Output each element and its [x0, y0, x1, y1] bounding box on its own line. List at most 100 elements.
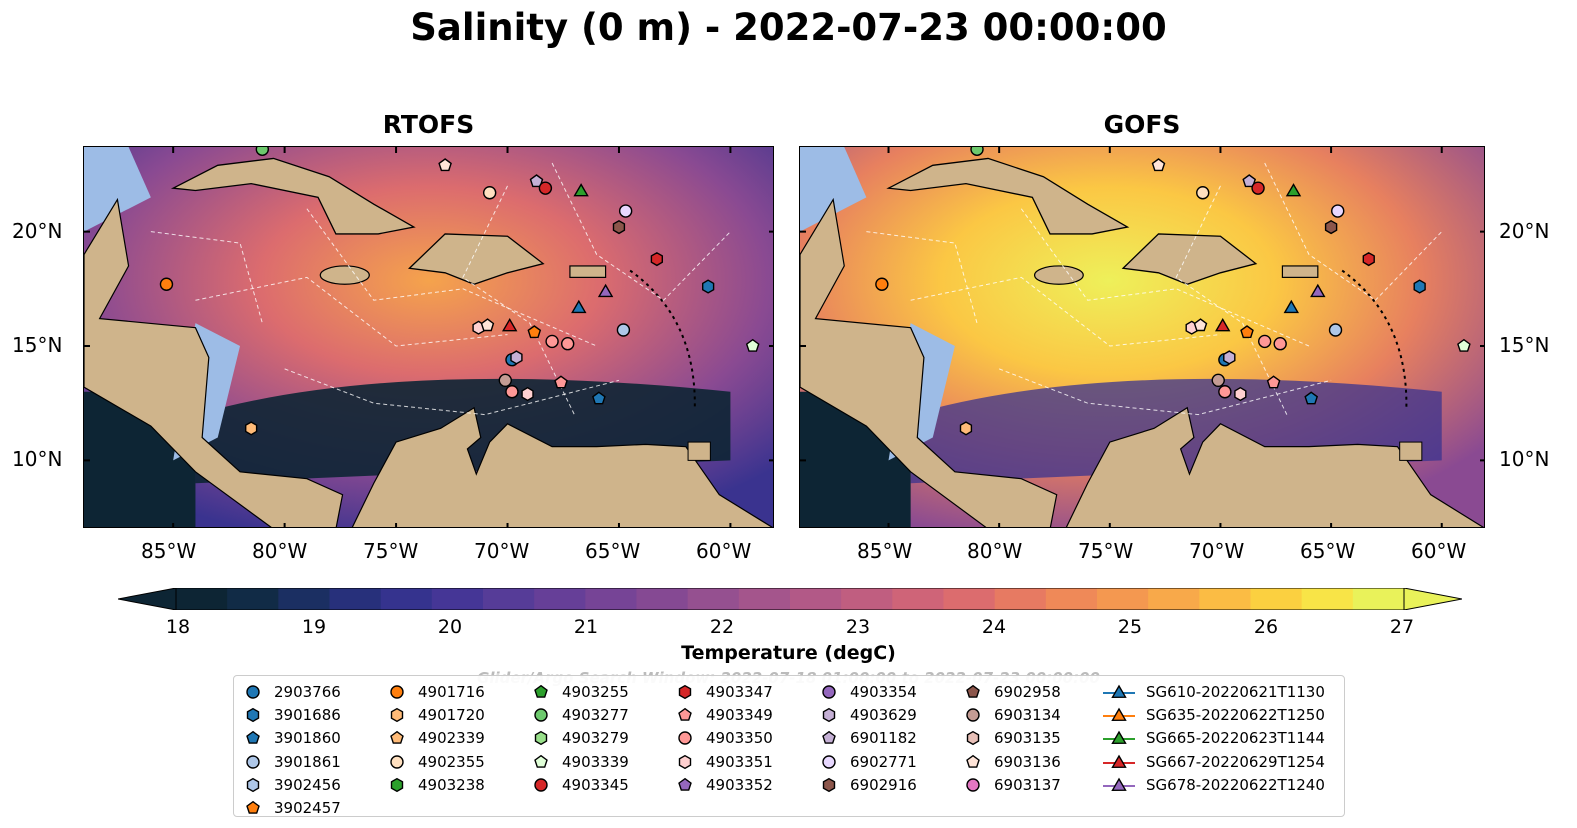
float-marker-20[interactable] [616, 323, 631, 337]
legend-marker-hexagon-icon [822, 707, 836, 723]
float-marker-14[interactable] [1214, 317, 1231, 332]
legend-item-4903629: 4903629 [818, 703, 917, 726]
float-marker-25[interactable] [505, 385, 519, 399]
float-marker-25[interactable] [1218, 385, 1232, 399]
float-marker-16[interactable] [1193, 318, 1208, 332]
legend-item-3901861: 3901861 [242, 750, 341, 773]
lon-label-70-rtofs: 70°W [474, 539, 530, 563]
float-marker-9[interactable] [612, 219, 626, 235]
float-marker-10[interactable] [650, 251, 663, 267]
float-marker-17[interactable] [1240, 325, 1254, 339]
legend-item-6903135: 6903135 [962, 727, 1061, 750]
colorbar-tick-21: 21 [573, 616, 599, 638]
gofs-map[interactable] [799, 146, 1485, 528]
float-marker-20[interactable] [1328, 323, 1343, 337]
float-marker-3[interactable] [438, 158, 452, 172]
float-marker-0[interactable] [159, 277, 174, 291]
float-marker-0[interactable] [875, 277, 889, 291]
float-marker-23[interactable] [498, 373, 512, 388]
panel-title-rtofs: RTOFS [382, 110, 475, 139]
legend-item-4901716: 4901716 [386, 680, 485, 703]
legend-marker-pentagon-icon [822, 731, 836, 745]
legend-label: 2903766 [274, 682, 341, 701]
float-marker-4[interactable] [482, 186, 497, 200]
float-marker-12[interactable] [597, 283, 614, 298]
legend-marker-circle-icon [966, 778, 980, 792]
legend-item-4902355: 4902355 [386, 750, 485, 773]
figure-title: Salinity (0 m) - 2022-07-23 00:00:00 [410, 6, 1167, 49]
legend-marker-triangle-icon [1111, 707, 1127, 721]
float-marker-11[interactable] [702, 279, 715, 294]
legend-label: 4903349 [706, 705, 773, 724]
legend-marker-pentagon-icon [534, 754, 548, 768]
float-marker-24[interactable] [1266, 375, 1281, 389]
float-marker-18[interactable] [545, 334, 559, 349]
float-marker-22[interactable] [1223, 350, 1236, 365]
legend-label: 4903279 [562, 729, 629, 748]
legend-marker-triangle-icon [1111, 754, 1127, 768]
float-marker-8[interactable] [1331, 204, 1345, 218]
float-marker-28[interactable] [1457, 338, 1471, 352]
lat-label-20-left: 20°N [12, 219, 63, 243]
float-marker-1[interactable] [255, 147, 270, 156]
legend-item-2903766: 2903766 [242, 680, 341, 703]
colorbar-label: Temperature (degC) [681, 642, 896, 664]
float-marker-13[interactable] [1283, 299, 1300, 314]
legend-marker-triangle-icon [1111, 684, 1127, 698]
float-marker-26[interactable] [1234, 386, 1247, 402]
colorbar-tick-26: 26 [1253, 616, 1279, 638]
float-marker-28[interactable] [745, 338, 760, 352]
float-marker-5[interactable] [1242, 174, 1257, 188]
legend-marker-triangle-icon [1111, 777, 1127, 791]
legend-label: SG667-20220629T1254 [1146, 752, 1325, 771]
legend-item-3902456: 3902456 [242, 773, 341, 796]
float-marker-7[interactable] [573, 183, 589, 197]
legend-item-6901182: 6901182 [818, 727, 917, 750]
float-marker-12[interactable] [1310, 283, 1326, 298]
legend-label: 4901716 [418, 682, 485, 701]
legend-marker-hexagon-icon [246, 777, 260, 792]
legend-item-4903351: 4903351 [674, 750, 773, 773]
rtofs-map[interactable] [83, 146, 774, 528]
legend-label: SG665-20220623T1144 [1146, 729, 1325, 748]
float-marker-27[interactable] [592, 391, 606, 405]
legend-item-4903345: 4903345 [530, 773, 629, 796]
legend-item-6903134: 6903134 [962, 703, 1061, 726]
legend-item-SG635-20220622T1250: SG635-20220622T1250 [1102, 703, 1325, 726]
lat-label-10-right: 10°N [1499, 447, 1550, 471]
float-marker-22[interactable] [510, 350, 523, 365]
float-marker-3[interactable] [1151, 158, 1166, 172]
float-marker-2[interactable] [959, 421, 973, 436]
float-marker-16[interactable] [480, 318, 495, 332]
float-marker-6[interactable] [538, 181, 553, 195]
float-marker-14[interactable] [501, 317, 518, 332]
float-marker-19[interactable] [1273, 337, 1287, 351]
float-marker-9[interactable] [1324, 219, 1338, 235]
colorbar-tick-19: 19 [301, 616, 327, 638]
lon-label-80-rtofs: 80°W [252, 539, 308, 563]
float-marker-2[interactable] [244, 421, 258, 436]
float-marker-19[interactable] [561, 337, 575, 351]
legend-item-6903137: 6903137 [962, 773, 1061, 796]
float-marker-10[interactable] [1362, 251, 1375, 267]
float-marker-24[interactable] [554, 375, 568, 389]
float-marker-27[interactable] [1304, 391, 1319, 405]
legend-marker-circle-icon [246, 684, 260, 699]
colorbar-tick-25: 25 [1117, 616, 1143, 638]
float-marker-4[interactable] [1196, 186, 1210, 200]
float-marker-7[interactable] [1285, 183, 1302, 197]
float-marker-23[interactable] [1211, 373, 1225, 388]
float-marker-8[interactable] [618, 204, 633, 218]
float-marker-11[interactable] [1413, 279, 1426, 294]
float-marker-26[interactable] [521, 386, 534, 402]
legend-label: 6902771 [850, 752, 917, 771]
float-marker-13[interactable] [571, 299, 587, 314]
float-marker-1[interactable] [970, 147, 984, 156]
legend-label: 6902916 [850, 775, 917, 794]
legend-item-4903238: 4903238 [386, 773, 485, 796]
colorbar [118, 588, 1462, 610]
float-marker-5[interactable] [529, 174, 544, 188]
float-marker-17[interactable] [527, 325, 542, 339]
float-marker-18[interactable] [1258, 334, 1272, 349]
float-marker-6[interactable] [1251, 181, 1265, 195]
